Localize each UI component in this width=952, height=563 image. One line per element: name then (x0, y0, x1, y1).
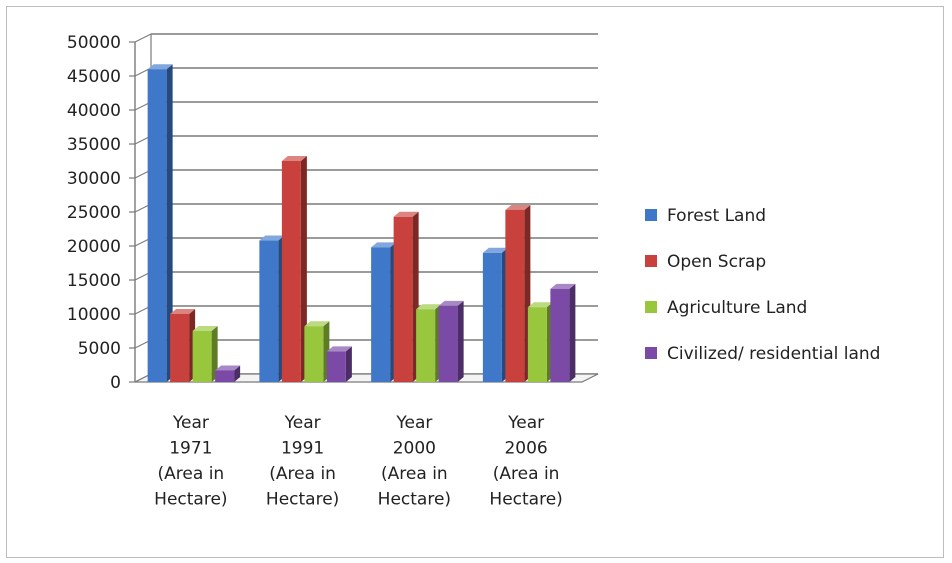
bar (371, 242, 397, 382)
y-tick-label: 15000 (67, 271, 121, 291)
y-tick-label: 20000 (67, 237, 121, 257)
bar-front (527, 307, 547, 382)
bar-top (482, 247, 508, 253)
bar-top (281, 156, 307, 161)
bar-front (147, 69, 167, 382)
gridline-side (134, 33, 152, 43)
legend-label: Civilized/ residential land (667, 344, 880, 364)
y-tick-label: 40000 (67, 101, 121, 121)
bar-top (147, 64, 173, 70)
bar (304, 321, 330, 382)
bar-side (457, 300, 464, 382)
bar-front (371, 247, 391, 382)
bar-top (192, 326, 218, 331)
bar-top (259, 235, 285, 241)
bar (438, 300, 464, 382)
bar-top (371, 242, 397, 248)
y-tick-label: 10000 (67, 305, 121, 325)
y-tick-label: 45000 (67, 67, 121, 87)
y-tick-label: 50000 (67, 33, 121, 53)
bar-front (505, 209, 525, 382)
y-tick-label: 25000 (67, 203, 121, 223)
bar-top (215, 365, 241, 371)
bar-side (569, 283, 576, 382)
bar-front (170, 314, 190, 382)
bar-front (393, 216, 413, 382)
bar (192, 326, 218, 382)
legend-swatch (645, 255, 657, 267)
bar-front (326, 351, 346, 382)
legend-label: Open Scrap (667, 252, 766, 272)
bar-front (259, 240, 279, 382)
bar-top (527, 302, 553, 308)
y-tick-label: 0 (110, 373, 121, 393)
bar-front (304, 326, 324, 382)
bar-top (416, 304, 442, 310)
bar (259, 235, 285, 382)
bar-top (326, 346, 352, 352)
bar (170, 309, 196, 382)
bar (550, 283, 576, 382)
bar-front (438, 305, 458, 382)
bar (393, 211, 419, 382)
bar (281, 156, 307, 382)
legend: Forest Land Open Scrap Agriculture Land Civ… (645, 206, 880, 364)
legend-swatch (645, 209, 657, 221)
bar (215, 365, 241, 382)
bar-front (482, 252, 502, 382)
bar-front (192, 331, 212, 382)
x-category-label: Year 1991 (Area in Hectare) (266, 413, 339, 510)
bar (482, 247, 508, 382)
legend-label: Agriculture Land (667, 298, 807, 318)
bar-top (550, 283, 576, 289)
bar-side (211, 326, 218, 382)
bar-front (215, 370, 235, 382)
bar-front (416, 309, 436, 382)
legend-label: Forest Land (667, 206, 766, 226)
legend-item: Open Scrap (645, 252, 766, 272)
bar-top (170, 309, 196, 314)
bar-top (393, 211, 419, 217)
legend-swatch (645, 347, 657, 359)
bar (416, 304, 442, 382)
legend-swatch (645, 301, 657, 313)
bar-front (281, 161, 301, 382)
bar-side (234, 365, 241, 382)
y-tick-label: 30000 (67, 169, 121, 189)
x-category-label: Year 2006 (Area in Hectare) (489, 413, 562, 510)
bar (326, 346, 352, 382)
bars (147, 64, 576, 382)
x-category-label: Year 2000 (Area in Hectare) (378, 413, 451, 510)
y-tick-label: 35000 (67, 135, 121, 155)
y-tick-label: 5000 (78, 339, 121, 359)
bar-top (505, 204, 531, 210)
bar (505, 204, 531, 382)
bar (527, 302, 553, 382)
bar-side (345, 346, 352, 382)
legend-item: Civilized/ residential land (645, 344, 880, 364)
legend-item: Agriculture Land (645, 298, 807, 318)
bar-front (550, 288, 570, 382)
bar (147, 64, 173, 382)
bar-side (166, 64, 173, 382)
x-category-label: Year 1971 (Area in Hectare) (154, 413, 227, 510)
bar-top (438, 300, 464, 306)
legend-item: Forest Land (645, 206, 766, 226)
bar-top (304, 321, 330, 327)
